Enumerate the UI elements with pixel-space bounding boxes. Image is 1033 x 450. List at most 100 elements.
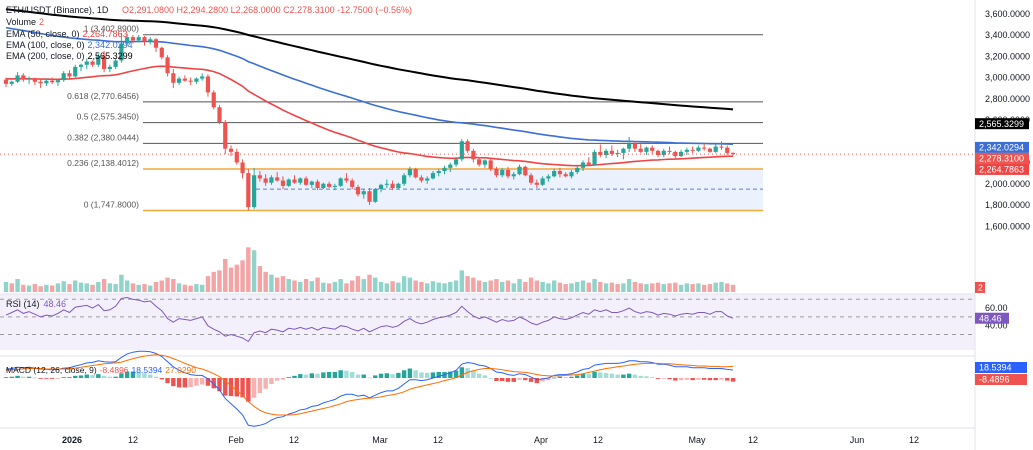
candle-body[interactable]	[73, 66, 78, 77]
candle-body[interactable]	[252, 175, 257, 208]
candle-body[interactable]	[546, 176, 551, 179]
candle-body[interactable]	[702, 147, 707, 149]
candle-body[interactable]	[494, 168, 499, 176]
candle-body[interactable]	[609, 150, 614, 154]
candle-body[interactable]	[188, 80, 193, 82]
candle-body[interactable]	[55, 80, 61, 83]
candle-body[interactable]	[627, 143, 632, 149]
rsi-legend[interactable]: RSI (14) 48.46	[6, 299, 66, 309]
candle-body[interactable]	[396, 183, 401, 188]
candle-body[interactable]	[228, 148, 234, 152]
candle-body[interactable]	[390, 183, 395, 188]
candle-body[interactable]	[448, 164, 453, 168]
candle-body[interactable]	[673, 151, 678, 157]
candle-body[interactable]	[217, 107, 222, 123]
candle-body[interactable]	[90, 61, 95, 65]
candle-body[interactable]	[465, 141, 470, 151]
candle-body[interactable]	[309, 181, 314, 185]
price-tag[interactable]	[975, 118, 1029, 130]
candle-body[interactable]	[32, 78, 37, 82]
candle-body[interactable]	[78, 64, 84, 67]
candle-body[interactable]	[107, 66, 112, 69]
price-tag[interactable]	[975, 163, 1029, 175]
candle-body[interactable]	[402, 175, 407, 184]
candle-body[interactable]	[205, 76, 211, 93]
candle-body[interactable]	[696, 147, 701, 151]
candle-body[interactable]	[119, 43, 124, 61]
candle-body[interactable]	[598, 151, 603, 156]
candle-body[interactable]	[413, 168, 418, 178]
candle-body[interactable]	[552, 171, 557, 177]
candle-body[interactable]	[707, 148, 713, 152]
candle-body[interactable]	[621, 148, 626, 153]
candle-body[interactable]	[26, 78, 32, 80]
candle-body[interactable]	[575, 167, 580, 173]
candle-body[interactable]	[44, 80, 49, 84]
candle-body[interactable]	[344, 178, 349, 181]
candle-body[interactable]	[148, 39, 153, 42]
candle-body[interactable]	[569, 172, 574, 177]
candle-body[interactable]	[246, 173, 251, 208]
candle-body[interactable]	[211, 92, 216, 108]
candle-body[interactable]	[50, 80, 55, 83]
candle-body[interactable]	[603, 150, 609, 156]
candle-body[interactable]	[3, 79, 9, 84]
candle-body[interactable]	[650, 147, 655, 151]
candle-body[interactable]	[678, 151, 684, 157]
candle-body[interactable]	[517, 166, 522, 175]
candle-body[interactable]	[453, 159, 459, 165]
candle-body[interactable]	[367, 191, 372, 202]
candle-body[interactable]	[361, 191, 366, 195]
ema50-legend[interactable]: EMA (50, close, 0) 2,264.7863	[6, 29, 128, 39]
candle-body[interactable]	[269, 177, 274, 183]
candle-body[interactable]	[298, 178, 303, 183]
candle-body[interactable]	[182, 78, 187, 81]
candle-body[interactable]	[505, 169, 511, 177]
candle-body[interactable]	[592, 151, 597, 165]
candle-body[interactable]	[644, 147, 649, 152]
candle-body[interactable]	[96, 56, 101, 65]
candle-body[interactable]	[378, 184, 384, 190]
candle-body[interactable]	[200, 76, 205, 79]
candle-body[interactable]	[407, 168, 412, 176]
candle-body[interactable]	[730, 152, 736, 155]
candle-body[interactable]	[355, 186, 361, 195]
candle-body[interactable]	[719, 146, 724, 148]
candle-body[interactable]	[9, 81, 14, 84]
candle-body[interactable]	[165, 57, 170, 74]
candle-body[interactable]	[419, 177, 424, 181]
candle-body[interactable]	[667, 150, 672, 152]
candle-body[interactable]	[661, 150, 666, 156]
candle-body[interactable]	[136, 37, 141, 41]
price-tag[interactable]	[975, 152, 1029, 164]
candle-body[interactable]	[61, 73, 66, 81]
candle-body[interactable]	[684, 149, 689, 152]
candle-body[interactable]	[234, 151, 239, 163]
candle-body[interactable]	[84, 61, 89, 65]
candle-body[interactable]	[511, 174, 516, 177]
candle-body[interactable]	[655, 150, 661, 156]
symbol-title[interactable]: ETH/USDT (Binance), 1D	[6, 5, 109, 15]
price-tag[interactable]	[975, 141, 1029, 153]
candle-body[interactable]	[171, 73, 176, 83]
candle-body[interactable]	[21, 75, 26, 80]
candle-body[interactable]	[430, 173, 436, 179]
candle-body[interactable]	[263, 178, 268, 183]
candle-body[interactable]	[67, 73, 72, 77]
candle-body[interactable]	[459, 141, 464, 160]
candle-body[interactable]	[638, 148, 643, 152]
candle-body[interactable]	[563, 174, 568, 177]
candle-body[interactable]	[153, 39, 159, 48]
candle-body[interactable]	[303, 178, 309, 185]
candle-body[interactable]	[471, 150, 476, 160]
candle-body[interactable]	[477, 159, 482, 165]
candle-body[interactable]	[690, 149, 695, 151]
candle-body[interactable]	[436, 171, 441, 174]
candle-body[interactable]	[332, 185, 337, 187]
candle-body[interactable]	[488, 160, 493, 169]
candle-body[interactable]	[557, 171, 563, 175]
candle-body[interactable]	[523, 166, 528, 176]
macd-legend[interactable]: MACD (12, 26, close, 9) -8.4896 18.5394 27.…	[6, 365, 196, 375]
candle-body[interactable]	[130, 37, 136, 41]
